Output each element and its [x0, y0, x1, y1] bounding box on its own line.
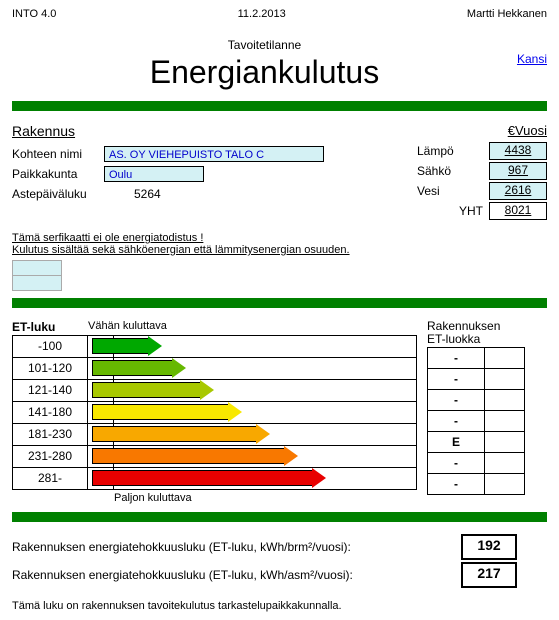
cert-note-1: Tämä serfikaatti ei ole energiatodistus …: [12, 232, 547, 244]
divider-bar: [12, 101, 547, 111]
summary-line1-label: Rakennuksen energiatehokkuusluku (ET-luk…: [12, 540, 461, 554]
et-arrow: [92, 426, 270, 442]
cost-label: Vesi: [417, 184, 483, 198]
divider-bar: [12, 512, 547, 522]
et-chart: ET-luku Vähän kuluttava -100A101-120B121…: [12, 320, 417, 504]
cost-label: Sähkö: [417, 164, 483, 178]
cost-label: Lämpö: [417, 144, 483, 158]
et-class-value: -: [427, 473, 485, 495]
et-range: 101-120: [12, 357, 88, 380]
et-class-blank: [485, 389, 525, 411]
et-row: 101-120B: [12, 358, 417, 380]
et-caption-top: Vähän kuluttava: [88, 320, 167, 334]
degree-label: Astepäiväluku: [12, 187, 104, 201]
subtitle: Tavoitetilanne: [12, 38, 517, 52]
et-arrow: [92, 404, 242, 420]
app-name: INTO 4.0: [12, 8, 56, 20]
et-class-blank: [485, 473, 525, 495]
et-range: 181-230: [12, 423, 88, 446]
et-row: 281-G: [12, 468, 417, 490]
et-arrow: [92, 448, 298, 464]
et-arrow: [92, 382, 214, 398]
et-arrow: [92, 360, 186, 376]
cost-value[interactable]: 967: [489, 162, 547, 180]
et-row: -100A: [12, 336, 417, 358]
doc-date: 11.2.2013: [238, 8, 286, 20]
et-range: -100: [12, 335, 88, 358]
et-class-value: -: [427, 452, 485, 474]
kansi-link[interactable]: Kansi: [517, 52, 547, 66]
empty-data-cells: [12, 260, 547, 290]
cost-total-label: YHT: [417, 204, 483, 218]
building-name-input[interactable]: AS. OY VIEHEPUISTO TALO C: [104, 146, 324, 162]
et-arrow: [92, 470, 326, 486]
summary-line1-value: 192: [461, 534, 517, 560]
et-class-value: -: [427, 368, 485, 390]
et-class-value: -: [427, 347, 485, 369]
et-class-blank: [485, 431, 525, 453]
et-class-value: -: [427, 410, 485, 432]
doc-author: Martti Hekkanen: [467, 8, 547, 20]
cost-heading: €Vuosi: [417, 123, 547, 138]
cert-note-2: Kulutus sisältää sekä sähköenergian että…: [12, 244, 547, 256]
summary-footnote: Tämä luku on rakennuksen tavoitekulutus …: [12, 600, 547, 612]
et-class-value: -: [427, 389, 485, 411]
et-range: 281-: [12, 467, 88, 490]
et-class-blank: [485, 410, 525, 432]
et-row: 121-140C: [12, 380, 417, 402]
cost-value[interactable]: 4438: [489, 142, 547, 160]
et-class-blank: [485, 452, 525, 474]
cost-value[interactable]: 2616: [489, 182, 547, 200]
cost-total-value: 8021: [489, 202, 547, 220]
et-row: 141-180D: [12, 402, 417, 424]
et-class-heading: RakennuksenET-luokka: [427, 320, 547, 346]
name-label: Kohteen nimi: [12, 147, 104, 161]
et-range: 141-180: [12, 401, 88, 424]
city-input[interactable]: Oulu: [104, 166, 204, 182]
et-class-blank: [485, 368, 525, 390]
building-heading: Rakennus: [12, 123, 401, 139]
et-range: 121-140: [12, 379, 88, 402]
summary-line2-value: 217: [461, 562, 517, 588]
et-label: ET-luku: [12, 320, 88, 334]
et-row: 181-230E: [12, 424, 417, 446]
city-label: Paikkakunta: [12, 167, 104, 181]
et-arrow: [92, 338, 162, 354]
et-range: 231-280: [12, 445, 88, 468]
et-class-blank: [485, 347, 525, 369]
divider-bar: [12, 298, 547, 308]
et-caption-bottom: Paljon kuluttava: [114, 492, 417, 504]
summary-line2-label: Rakennuksen energiatehokkuusluku (ET-luk…: [12, 568, 461, 582]
page-title: Energiankulutus: [12, 54, 517, 91]
et-row: 231-280F: [12, 446, 417, 468]
degree-value: 5264: [134, 187, 161, 201]
doc-header: INTO 4.0 11.2.2013 Martti Hekkanen: [12, 8, 547, 20]
et-class-value: E: [427, 431, 485, 453]
